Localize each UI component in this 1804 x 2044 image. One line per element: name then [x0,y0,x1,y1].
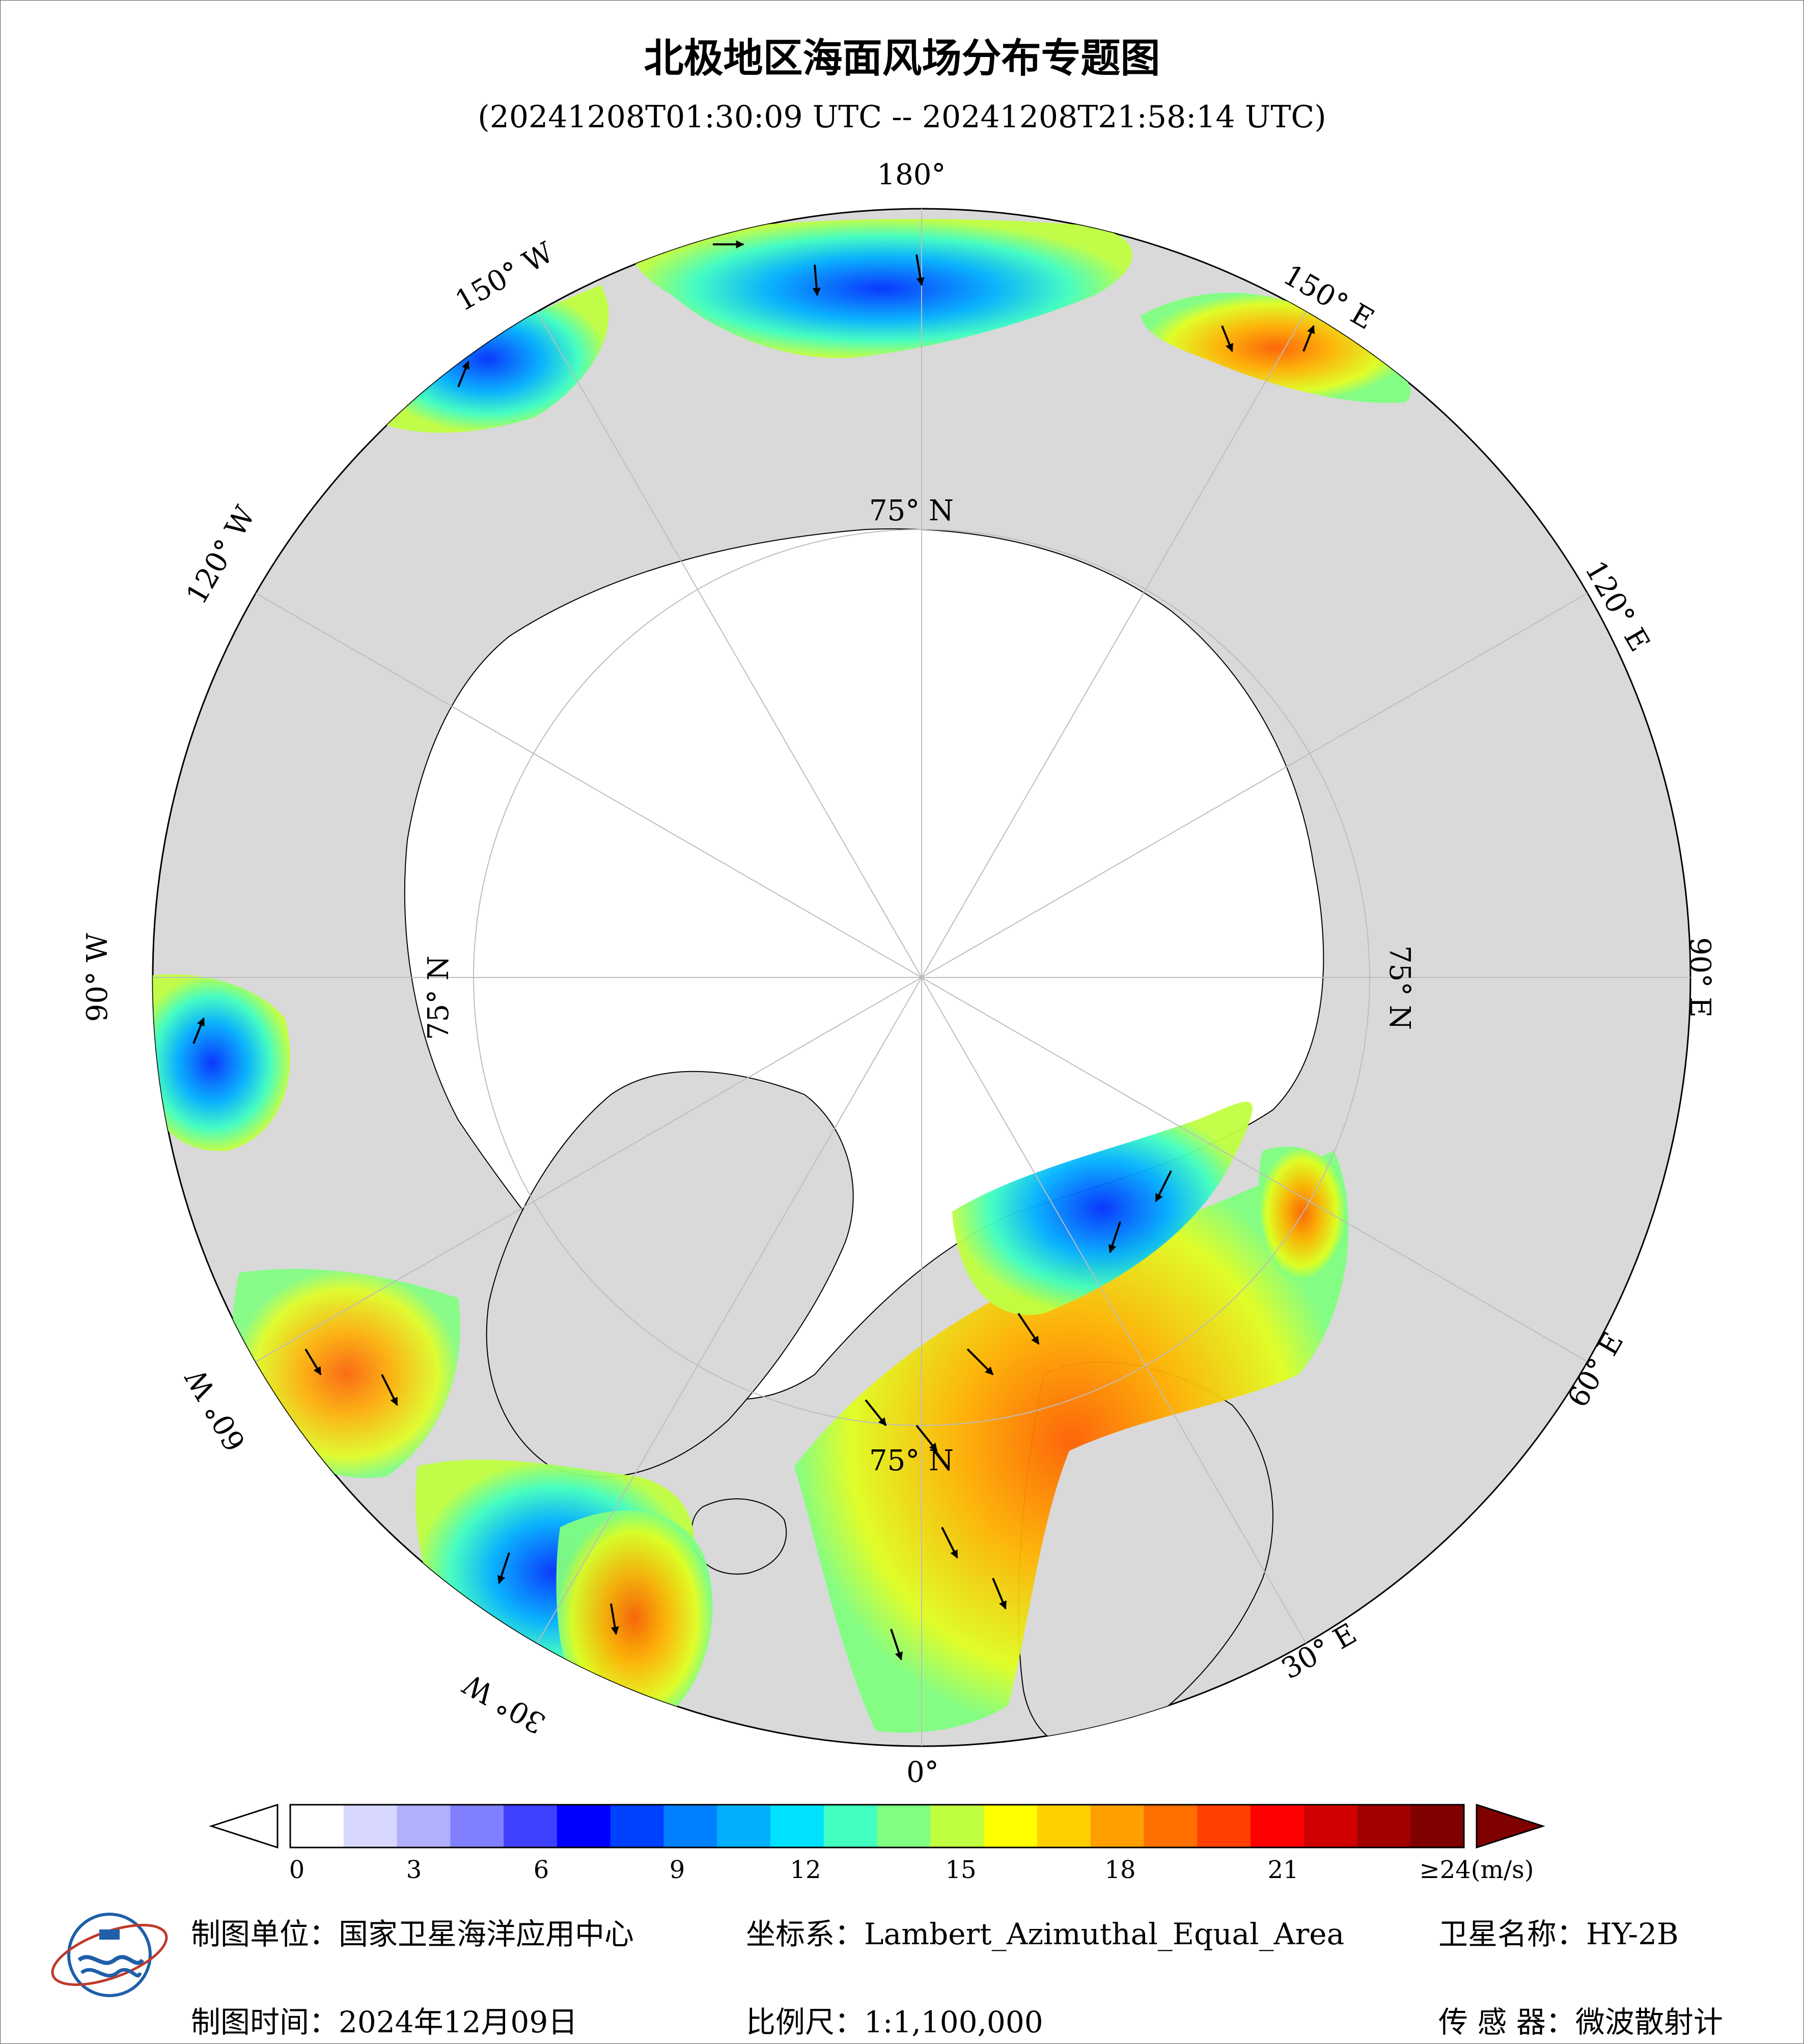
wind-vectors [192,240,1315,1661]
colorbar-high-triangle [1476,1803,1545,1849]
wind-swath-alaska [367,285,609,433]
label-lon-90w: 90° W [81,933,114,1022]
greenland-landmass [486,1071,854,1478]
colorbar-cell [290,1805,344,1847]
label-lon-120w: 120° W [180,500,262,610]
label-lat-75-left: 75° N [422,956,455,1040]
colorbar-tick-3: 3 [406,1856,422,1884]
label-lat-75-right: 75° N [1383,945,1416,1030]
colorbar-frame [289,1804,1465,1849]
colorbar-cell [663,1805,717,1847]
colorbar-tick-15: 15 [945,1856,977,1884]
label-lon-30w: 30° W [458,1667,551,1740]
colorbar-cell [610,1805,664,1847]
colorbar-cell [343,1805,398,1847]
colorbar-tick-21: 21 [1267,1856,1299,1884]
colorbar-tick-6: 6 [533,1856,549,1884]
colorbar-tick-24: ≥24(m/s) [1419,1856,1534,1884]
label-lon-180: 180° [877,158,946,191]
colorbar-cell [1357,1805,1411,1847]
label-lon-60w: 60° W [179,1363,253,1457]
wind-swath-atlantic [794,1151,1349,1733]
label-lat-75-top: 75° N [869,494,954,527]
wind-swath-hudson-bay [153,974,290,1151]
label-lat-75-bottom: 75° N [869,1444,954,1477]
colorbar-cell [1250,1805,1305,1847]
colorbar-cell [557,1805,611,1847]
colorbar-tick-0: 0 [289,1856,305,1884]
colorbar-cell [1144,1805,1198,1847]
footer-scale: 比例尺：1:1,100,000 [746,2005,1043,2039]
figure-title: 北极地区海面风场分布专题图 [644,36,1160,81]
footer-satellite: 卫星名称：HY-2B [1438,1917,1679,1951]
figure-subtitle: (20241208T01:30:09 UTC -- 20241208T21:58… [478,99,1326,135]
footer-sensor: 传 感 器：微波散射计 [1438,2005,1723,2039]
colorbar-cell [984,1805,1038,1847]
colorbar-tick-18: 18 [1104,1856,1136,1884]
colorbar-tick-12: 12 [790,1856,821,1884]
label-lon-90e: 90° E [1683,937,1716,1018]
colorbar-cell [450,1805,504,1847]
colorbar-cell [1303,1805,1358,1847]
colorbar-cell [1410,1805,1464,1847]
colorbar-cell [504,1805,558,1847]
graticule [153,209,1690,1746]
colorbar-tick-9: 9 [669,1856,685,1884]
colorbar-cell [823,1805,878,1847]
label-lon-150w: 150° W [450,236,559,318]
footer-producer: 制图单位：国家卫星海洋应用中心 [191,1917,634,1951]
colorbar-low-triangle [209,1803,279,1849]
colorbar-cell [877,1805,931,1847]
colorbar-cell [717,1805,771,1847]
wind-swath-barents [952,1102,1253,1315]
nsoas-logo [51,1913,168,1997]
colorbar-cell [930,1805,984,1847]
wind-swath-bering [630,219,1132,358]
wind-swath-irminger [556,1510,713,1726]
colorbar-cell [770,1805,824,1847]
wind-swath-okhotsk [1141,293,1411,403]
label-lon-0: 0° [906,1756,939,1789]
footer-date: 制图时间：2024年12月09日 [191,2005,578,2039]
colorbar-cell [1197,1805,1251,1847]
footer-crs: 坐标系：Lambert_Azimuthal_Equal_Area [746,1917,1345,1951]
colorbar-cell [397,1805,451,1847]
colorbar [209,1803,1545,1849]
colorbar-cell [1037,1805,1091,1847]
colorbar-cell [1090,1805,1144,1847]
